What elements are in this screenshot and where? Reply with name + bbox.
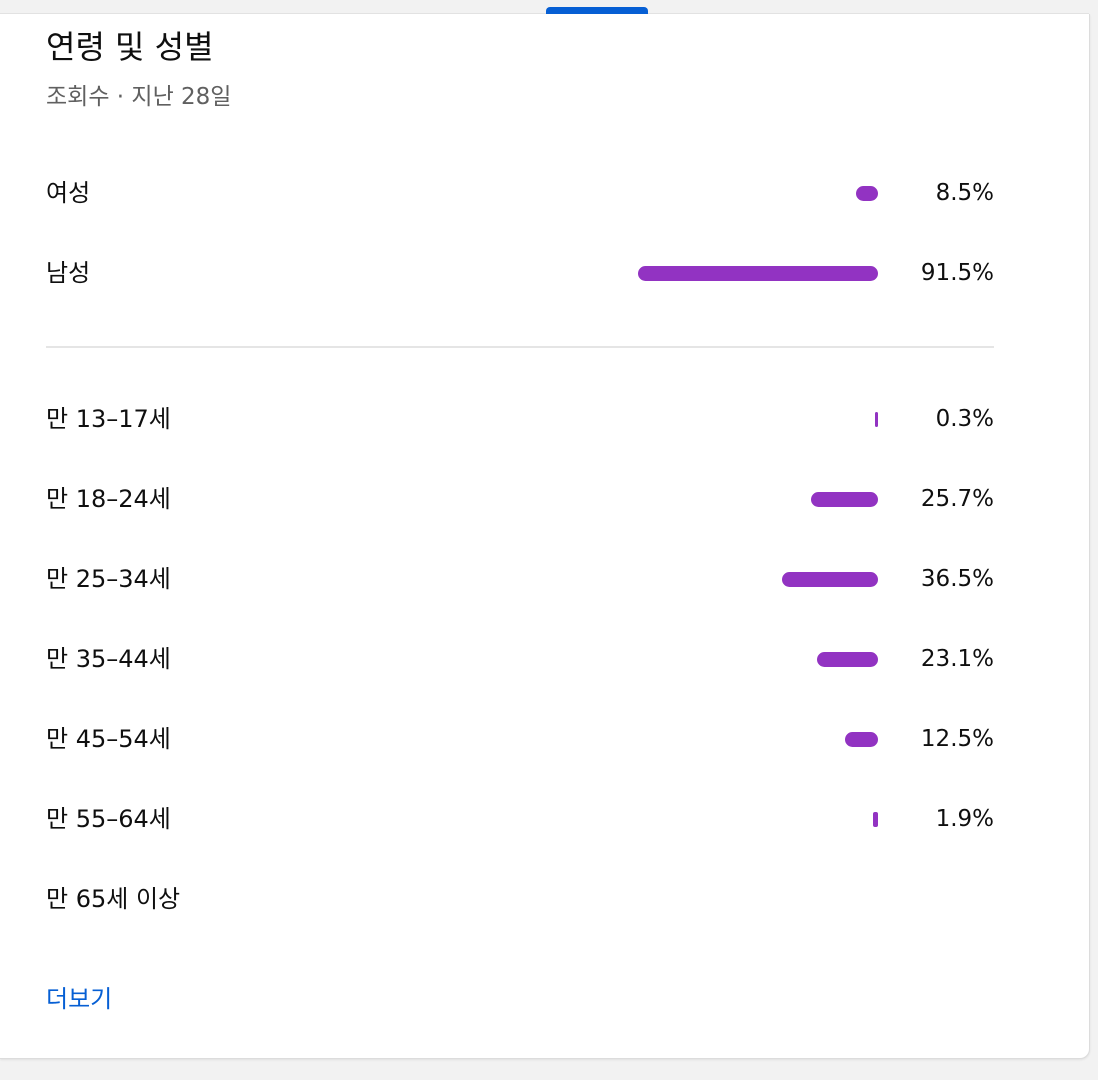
- age-value: 36.5%: [920, 566, 994, 592]
- age-label: 만 45–54세: [46, 725, 171, 753]
- age-row: 만 35–44세 23.1%: [46, 639, 994, 679]
- age-bar: [845, 732, 878, 747]
- age-label: 만 55–64세: [46, 805, 171, 833]
- gender-value: 91.5%: [920, 260, 994, 286]
- age-bar: [873, 812, 878, 827]
- active-tab-indicator: [546, 7, 648, 14]
- age-bar: [782, 572, 878, 587]
- age-label: 만 13–17세: [46, 405, 171, 433]
- age-row: 만 45–54세 12.5%: [46, 719, 994, 759]
- card-subtitle: 조회수 · 지난 28일: [46, 84, 232, 110]
- card-title: 연령 및 성별: [46, 28, 214, 66]
- more-link[interactable]: 더보기: [46, 985, 113, 1013]
- gender-row-male: 남성 91.5%: [46, 253, 994, 293]
- age-value: 1.9%: [935, 806, 994, 832]
- age-bar: [875, 412, 878, 427]
- age-label: 만 18–24세: [46, 485, 171, 513]
- gender-bar: [855, 186, 878, 201]
- age-value: 23.1%: [920, 646, 994, 672]
- age-bar: [817, 652, 878, 667]
- age-label: 만 35–44세: [46, 645, 171, 673]
- gender-value: 8.5%: [935, 180, 994, 206]
- age-row: 만 25–34세 36.5%: [46, 559, 994, 599]
- section-divider: [46, 346, 994, 348]
- age-bar: [810, 492, 878, 507]
- age-value: 12.5%: [920, 726, 994, 752]
- age-row: 만 13–17세 0.3%: [46, 399, 994, 439]
- top-border: [0, 13, 1089, 14]
- gender-label: 남성: [46, 259, 91, 287]
- age-value: 0.3%: [935, 406, 994, 432]
- age-gender-card: [0, 14, 1090, 1059]
- age-row: 만 55–64세 1.9%: [46, 799, 994, 839]
- gender-bar: [638, 266, 878, 281]
- age-label: 만 65세 이상: [46, 885, 181, 913]
- age-row: 만 65세 이상: [46, 879, 994, 919]
- age-value: 25.7%: [920, 486, 994, 512]
- age-label: 만 25–34세: [46, 565, 171, 593]
- age-row: 만 18–24세 25.7%: [46, 479, 994, 519]
- gender-row-female: 여성 8.5%: [46, 173, 994, 213]
- gender-label: 여성: [46, 179, 91, 207]
